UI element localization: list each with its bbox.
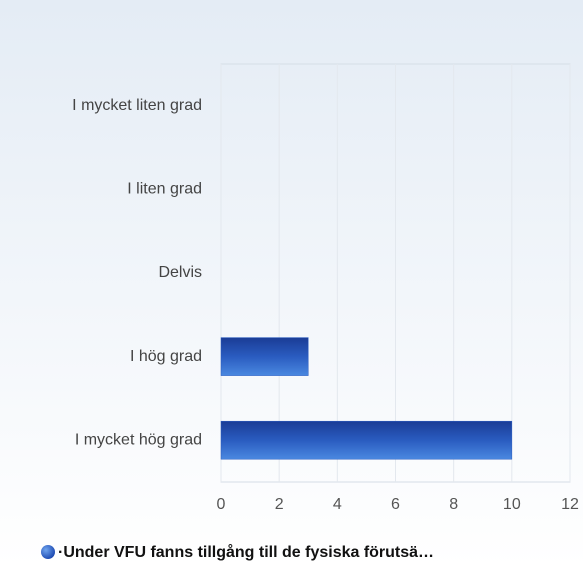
y-tick-label: I liten grad	[127, 181, 202, 198]
x-tick-label: 6	[391, 496, 400, 513]
bar	[220, 420, 513, 460]
x-tick-label: 10	[503, 496, 521, 513]
legend-marker	[41, 545, 55, 559]
y-tick-label: I hög grad	[130, 348, 202, 365]
legend-label: ·Under VFU fanns tillgång till de fysisk…	[58, 543, 434, 561]
y-tick-label: I mycket hög grad	[75, 431, 202, 448]
y-tick-label: Delvis	[158, 264, 202, 281]
x-tick-label: 0	[217, 496, 226, 513]
bar	[220, 337, 309, 376]
x-tick-label: 2	[275, 496, 284, 513]
x-tick-label: 8	[449, 496, 458, 513]
x-tick-label: 12	[561, 496, 579, 513]
y-tick-label: I mycket liten grad	[72, 97, 202, 114]
x-tick-label: 4	[333, 496, 342, 513]
